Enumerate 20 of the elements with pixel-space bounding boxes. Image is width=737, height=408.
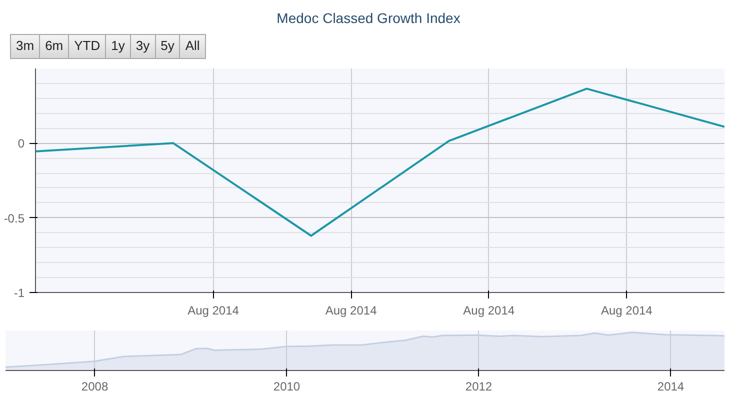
text: Aug 2014: [463, 304, 515, 318]
y-tick-label: -0.5: [4, 211, 25, 226]
line-series: [36, 88, 724, 237]
y-tick-label: 0: [18, 136, 25, 151]
text: YTD: [68, 34, 106, 59]
x-tick-label: 2008: [81, 380, 108, 394]
text: 6m: [39, 34, 70, 59]
text: Aug 2014: [325, 304, 378, 318]
text: 3m: [10, 34, 40, 59]
text: 3y: [130, 34, 156, 59]
text: All: [179, 34, 206, 59]
y-tick-label: -1: [14, 286, 25, 300]
x-tick-label: 2012: [465, 380, 492, 394]
text: 5y: [154, 34, 180, 59]
text: Medoc Classed Growth Index: [276, 9, 462, 28]
x-tick-label: 2010: [273, 380, 300, 394]
text: 1y: [105, 34, 131, 59]
text: Aug 2014: [600, 304, 653, 318]
text: Aug 2014: [188, 304, 240, 318]
x-tick-label: 2014: [657, 380, 684, 394]
